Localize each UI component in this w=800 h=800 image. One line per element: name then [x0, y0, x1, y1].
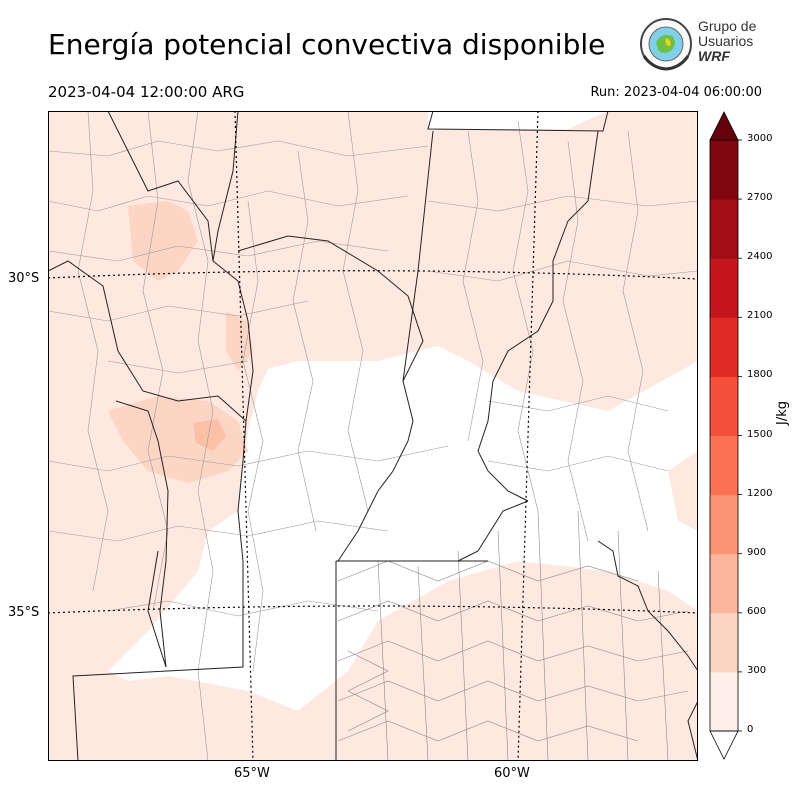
colorbar-tick-label: 600 — [747, 605, 767, 617]
colorbar-under-extension — [709, 730, 739, 760]
cape-shading-low — [48, 111, 698, 761]
colorbar-tick-label: 1200 — [747, 487, 773, 499]
colorbar-unit: J/kg — [775, 401, 790, 425]
colorbar-band — [710, 553, 738, 614]
colorbar-tick-label: 900 — [747, 546, 767, 558]
colorbar-tick-label: 1500 — [747, 428, 773, 440]
valid-time: 2023-04-04 12:00:00 ARG — [48, 83, 245, 101]
colorbar-band — [710, 612, 738, 673]
colorbar-band — [710, 494, 738, 555]
colorbar-tick-label: 2700 — [747, 192, 773, 204]
colorbar-tick-label: 3000 — [747, 133, 773, 144]
department-boundaries — [47, 110, 699, 762]
logo-text: Grupo de Usuarios WRF — [698, 19, 756, 64]
globe-emblem-icon — [640, 18, 692, 71]
map-panel — [47, 110, 699, 762]
wrf-logo: Grupo de Usuarios WRF — [638, 16, 768, 72]
colorbar-band — [710, 199, 738, 259]
lon-label-65w: 65°W — [234, 766, 270, 781]
colorbar-band — [710, 671, 738, 732]
graticule — [47, 110, 699, 762]
logo-line-2: Usuarios — [698, 33, 754, 49]
coastline — [597, 540, 699, 762]
colorbar-over-extension — [709, 111, 739, 141]
colorbar-tick-label: 1800 — [747, 369, 773, 381]
map-canvas — [47, 110, 699, 762]
colorbar-tick-label: 0 — [747, 724, 754, 735]
run-time: Run: 2023-04-04 06:00:00 — [590, 85, 762, 100]
map-title: Energía potencial convectiva disponible — [48, 28, 606, 61]
colorbar-band — [710, 140, 738, 200]
colorbar-tick-label: 300 — [747, 664, 767, 676]
colorbar-band — [710, 317, 738, 377]
logo-line-3: WRF — [698, 48, 730, 64]
map-frame — [48, 111, 698, 761]
lat-label-35s: 35°S — [8, 605, 40, 620]
colorbar-band — [710, 376, 738, 436]
colorbar — [705, 108, 795, 768]
lat-label-30s: 30°S — [8, 271, 40, 286]
colorbar-band — [710, 435, 738, 496]
colorbar-band — [710, 258, 738, 318]
cape-shading-mid — [108, 201, 253, 483]
province-boundaries — [47, 110, 609, 762]
lon-label-60w: 60°W — [494, 766, 530, 781]
colorbar-tick-label: 2400 — [747, 251, 773, 263]
colorbar-tick-label: 2100 — [747, 310, 773, 322]
colorbar-scale — [709, 111, 742, 760]
cape-shading-high — [193, 419, 226, 451]
logo-line-1: Grupo de — [698, 18, 757, 34]
